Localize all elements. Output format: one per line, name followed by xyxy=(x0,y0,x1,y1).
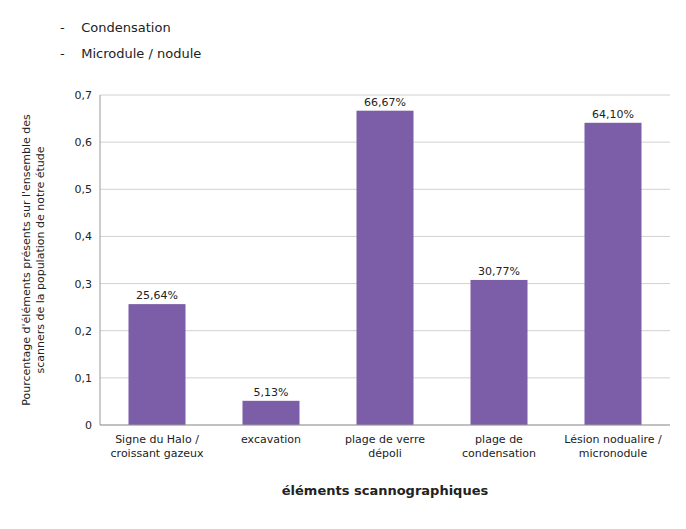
bar xyxy=(585,123,642,425)
chart-svg: - Condensation - Microdule / nodule 0 0,1 0,… xyxy=(0,0,686,529)
y-tick-label: 0,5 xyxy=(75,183,93,196)
y-tick-label: 0,1 xyxy=(75,372,93,385)
bar xyxy=(357,111,414,425)
grid-line xyxy=(100,425,670,426)
grid xyxy=(100,95,670,425)
annotation: - Microdule / nodule xyxy=(60,46,201,61)
x-tick-label: plage de verredépoli xyxy=(345,433,425,460)
x-axis-label: éléments scannographiques xyxy=(282,483,489,498)
y-tick-label: 0,2 xyxy=(75,325,93,338)
bars xyxy=(129,111,642,425)
data-label: 5,13% xyxy=(254,386,289,399)
x-axis-line xyxy=(100,425,670,426)
x-tick-label: Signe du Halo /croissant gazeux xyxy=(111,433,204,460)
data-label: 66,67% xyxy=(364,96,406,109)
bar xyxy=(471,280,528,425)
y-tick-label: 0 xyxy=(85,419,92,432)
bar xyxy=(243,401,300,425)
y-tick-label: 0,6 xyxy=(75,136,93,149)
y-axis-label: Pourcentage d'éléments présents sur l'en… xyxy=(20,114,47,406)
y-tick-label: 0,3 xyxy=(75,278,93,291)
data-label: 25,64% xyxy=(136,289,178,302)
x-tick-label: Lésion nodualire /micronodule xyxy=(564,433,662,460)
x-tick-label: excavation xyxy=(241,433,301,446)
x-tick-label: plage decondensation xyxy=(462,433,536,460)
y-tick-label: 0,4 xyxy=(75,230,93,243)
chart-container: - Condensation - Microdule / nodule 0 0,1 0,… xyxy=(0,0,686,529)
data-label: 64,10% xyxy=(592,108,634,121)
bar xyxy=(129,304,186,425)
y-tick-label: 0,7 xyxy=(75,89,93,102)
data-label: 30,77% xyxy=(478,265,520,278)
annotation: - Condensation xyxy=(60,20,171,35)
y-axis-line xyxy=(100,95,101,425)
